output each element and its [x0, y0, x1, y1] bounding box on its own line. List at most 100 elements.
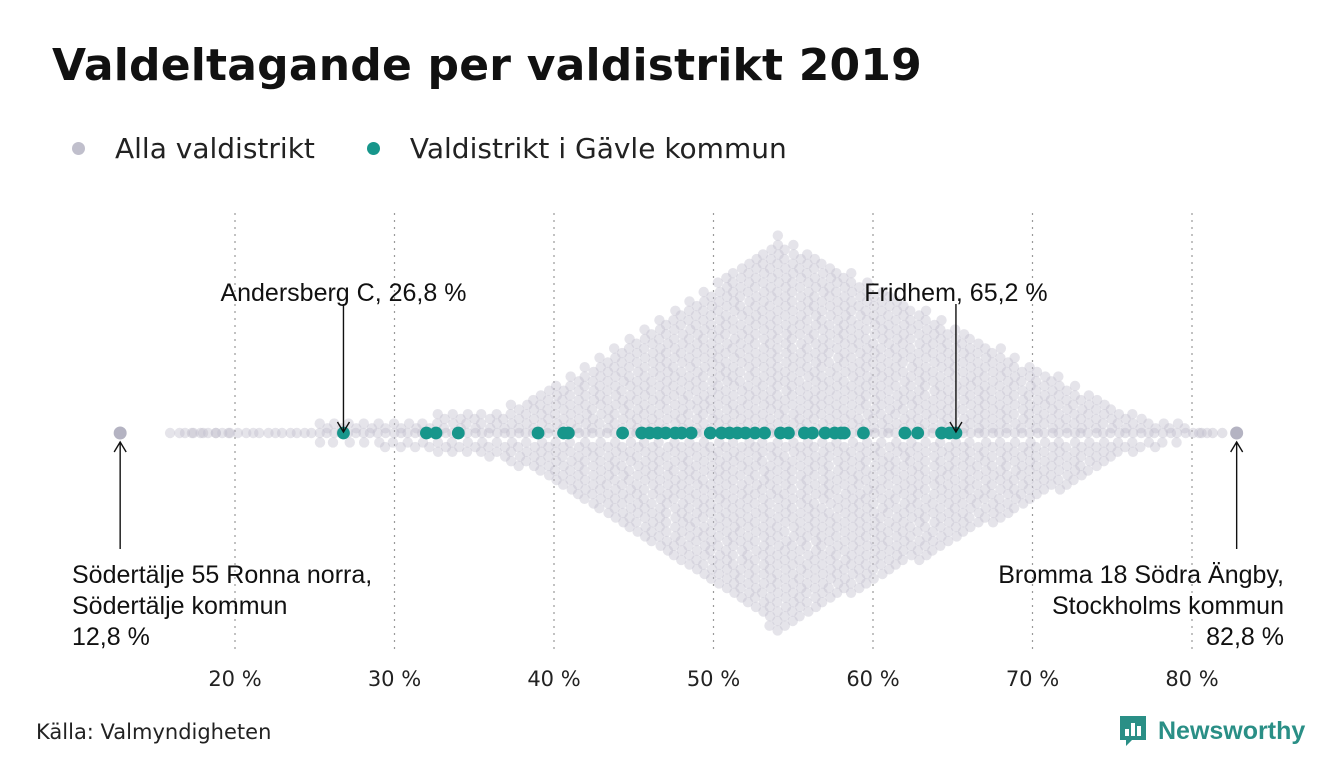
- swarm-point: [825, 517, 836, 528]
- swarm-point: [691, 451, 703, 462]
- swarm-point: [914, 376, 925, 387]
- swarm-point: [840, 498, 851, 509]
- swarm-point: [483, 427, 494, 439]
- grid-lines: [234, 213, 1193, 652]
- swarm-point: [691, 564, 703, 575]
- swarm-point: [758, 531, 770, 542]
- swarm-point: [824, 451, 835, 462]
- swarm-point: [610, 399, 621, 410]
- swarm-point: [920, 437, 931, 448]
- swarm-point: [780, 498, 792, 509]
- swarm-point: [513, 413, 525, 425]
- swarm-point: [808, 263, 820, 274]
- swarm-point: [1207, 427, 1218, 439]
- swarm-point: [758, 371, 770, 382]
- swarm-point: [557, 394, 568, 406]
- swarm-point: [536, 409, 547, 420]
- swarm-point: [942, 329, 953, 340]
- swarm-point: [898, 488, 910, 500]
- swarm-point: [912, 441, 923, 453]
- swarm-point: [920, 352, 932, 363]
- swarm-point: [795, 357, 806, 368]
- swarm-point: [734, 376, 746, 387]
- swarm-point: [758, 343, 770, 354]
- swarm-point: [565, 446, 576, 457]
- bar-chart-speech-bubble-icon: [1120, 716, 1146, 746]
- swarm-point: [765, 253, 776, 265]
- swarm-point: [868, 507, 880, 519]
- swarm-point: [803, 503, 814, 514]
- swarm-point: [722, 338, 733, 349]
- gavle-point: [898, 426, 912, 440]
- swarm-point: [904, 446, 916, 457]
- swarm-point: [787, 456, 798, 467]
- swarm-point: [839, 338, 851, 349]
- swarm-point: [603, 404, 614, 415]
- swarm-point: [646, 376, 657, 387]
- swarm-point: [824, 385, 835, 396]
- swarm-point: [734, 498, 746, 509]
- swarm-point: [632, 526, 643, 537]
- swarm-point: [779, 573, 791, 584]
- swarm-point: [816, 531, 827, 542]
- swarm-point: [846, 446, 857, 457]
- swarm-point: [951, 531, 962, 542]
- swarm-point: [736, 357, 747, 368]
- x-tick-label: 70 %: [1006, 667, 1059, 691]
- swarm-point: [692, 479, 703, 490]
- swarm-point: [810, 573, 821, 584]
- swarm-point: [668, 333, 680, 345]
- swarm-point: [744, 258, 755, 269]
- swarm-point: [883, 470, 895, 481]
- swarm-point: [823, 394, 834, 406]
- swarm-point: [824, 338, 835, 349]
- swarm-point: [839, 526, 851, 537]
- swarm-point: [876, 437, 887, 448]
- swarm-point: [772, 258, 783, 269]
- swarm-point: [699, 352, 710, 363]
- swarm-point: [735, 507, 746, 519]
- swarm-point: [631, 413, 643, 425]
- swarm-point: [801, 249, 813, 260]
- swarm-point: [780, 601, 792, 613]
- swarm-point: [744, 315, 755, 326]
- swarm-point: [327, 437, 339, 448]
- swarm-point: [832, 277, 843, 288]
- swarm-point: [943, 366, 955, 378]
- swarm-point: [586, 404, 598, 415]
- swarm-point: [823, 347, 834, 359]
- swarm-point: [558, 385, 569, 396]
- swarm-point: [684, 296, 695, 307]
- swarm-point: [838, 394, 850, 406]
- swarm-point: [832, 503, 844, 514]
- swarm-point: [920, 474, 932, 486]
- swarm-point: [847, 390, 858, 401]
- swarm-point: [824, 488, 835, 500]
- swarm-point: [781, 347, 792, 359]
- swarm-point: [654, 446, 665, 457]
- swarm-point: [625, 456, 637, 467]
- swarm-point: [698, 465, 710, 476]
- swarm-point: [722, 376, 733, 387]
- swarm-point: [882, 507, 894, 519]
- swarm-point: [475, 446, 487, 457]
- swarm-point: [743, 559, 754, 570]
- legend: Alla valdistrikt Valdistrikt i Gävle kom…: [72, 132, 839, 165]
- swarm-point: [485, 423, 496, 434]
- swarm-point: [920, 399, 931, 410]
- swarm-point: [1217, 427, 1228, 439]
- swarm-point: [713, 578, 725, 589]
- swarm-point: [809, 404, 821, 415]
- swarm-point: [632, 507, 644, 519]
- swarm-point: [579, 456, 590, 467]
- swarm-point: [921, 333, 932, 345]
- swarm-point: [825, 564, 836, 575]
- swarm-point: [263, 427, 274, 439]
- swarm-point: [581, 409, 592, 420]
- swarm-point: [780, 460, 791, 472]
- swarm-point: [610, 380, 621, 392]
- x-tick-label: 60 %: [846, 667, 899, 691]
- swarm-point: [897, 338, 909, 349]
- swarm-point: [867, 564, 879, 575]
- swarm-point: [410, 427, 421, 439]
